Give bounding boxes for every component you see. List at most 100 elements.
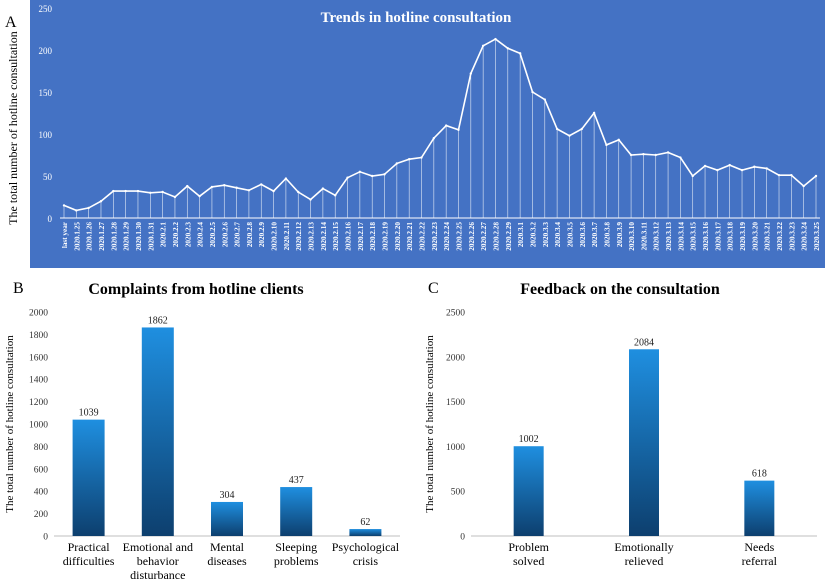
chart-a-data-point	[790, 173, 793, 177]
chart-c-data-label: 2084	[634, 337, 654, 348]
chart-b-y-tick-label: 2000	[29, 309, 48, 319]
chart-a-data-point	[580, 127, 583, 131]
chart-a-x-tick-label: 2020.3.19	[739, 222, 747, 251]
chart-a-x-tick-label: 2020.2.13	[308, 222, 316, 251]
chart-c-y-axis-label: The total number of hotline consultation	[424, 335, 436, 513]
chart-a-data-point	[87, 206, 90, 210]
chart-b-data-label: 304	[220, 490, 235, 501]
chart-b-category-label: crisis	[353, 554, 379, 568]
chart-c-category-label: referral	[742, 554, 778, 568]
chart-a-data-point	[284, 177, 288, 180]
chart-a-data-point	[235, 186, 238, 189]
chart-a-data-point	[469, 72, 473, 75]
chart-a-data-point	[716, 168, 719, 172]
chart-b-bar	[72, 419, 105, 536]
chart-a-data-point	[555, 127, 559, 131]
chart-a-data-point	[568, 134, 571, 137]
chart-b-category-label: Emotional and	[123, 540, 193, 554]
chart-a-x-tick-label: 2020.2.22	[419, 222, 427, 251]
chart-a-data-point	[444, 124, 448, 127]
chart-a-data-point	[62, 204, 66, 207]
chart-a-x-tick-label: 2020.1.26	[86, 222, 94, 251]
chart-a-data-point	[124, 189, 127, 193]
chart-a-x-tick-label: 2020.3.20	[751, 222, 759, 251]
chart-a-x-tick-label: 2020.3.23	[788, 222, 796, 251]
chart-a-x-tick-label: 2020.2.18	[369, 222, 377, 251]
chart-a-x-tick-label: 2020.1.31	[147, 222, 155, 251]
chart-a-data-point	[506, 47, 510, 50]
chart-a-data-point	[617, 138, 620, 142]
chart-a-x-tick-label: 2020.3.9	[616, 222, 624, 248]
chart-a-data-point	[777, 173, 781, 177]
chart-b-category-label: Mental	[210, 540, 245, 554]
chart-a-y-axis-label: The total number of hotline consultation	[6, 31, 20, 225]
feedback-bar-chart: Feedback on the consultation The total nu…	[424, 281, 817, 568]
panel-letter-b: B	[13, 280, 24, 297]
chart-c-bar	[629, 349, 659, 536]
chart-a-data-point	[395, 162, 399, 165]
chart-a-y-tick-label: 250	[39, 4, 53, 14]
chart-a-x-tick-label: 2020.3.12	[653, 222, 661, 251]
chart-a-data-point	[494, 37, 497, 41]
chart-a-x-tick-label: 2020.3.16	[702, 222, 710, 251]
chart-a-data-point	[814, 174, 818, 178]
chart-b-y-tick-label: 1000	[29, 421, 48, 431]
chart-b-title: Complaints from hotline clients	[88, 281, 303, 298]
chart-a-data-point	[186, 184, 189, 188]
chart-a-data-point	[272, 189, 275, 193]
chart-a-x-tick-label: 2020.3.7	[591, 222, 599, 248]
chart-b-category-label: difficulties	[63, 554, 115, 568]
chart-a-data-point	[198, 194, 201, 198]
chart-b-y-tick-label: 200	[34, 510, 49, 520]
chart-a-x-tick-label: 2020.2.4	[197, 222, 205, 248]
chart-a-data-point	[432, 137, 436, 140]
chart-b-y-tick-label: 800	[34, 443, 49, 453]
chart-a-x-tick-label: 2020.2.25	[456, 222, 464, 251]
chart-a-x-tick-label: 2020.3.25	[813, 222, 821, 251]
chart-a-x-tick-label: 2020.3.2	[530, 222, 538, 248]
chart-a-data-point	[629, 153, 633, 157]
chart-a-x-tick-label: 2020.2.27	[480, 222, 488, 251]
chart-a-x-tick-label: 2020.1.29	[123, 222, 131, 251]
chart-c-bar	[513, 446, 544, 536]
chart-a-x-tick-label: 2020.2.9	[258, 222, 266, 248]
chart-c-y-tick-label: 1000	[446, 443, 465, 453]
chart-a-data-point	[703, 164, 707, 168]
chart-b-category-label: disturbance	[130, 568, 185, 582]
chart-a-data-point	[161, 190, 164, 194]
chart-b-category-label: Sleeping	[275, 540, 317, 554]
chart-b-bar	[349, 529, 382, 536]
chart-a-x-tick-label: 2020.3.4	[554, 222, 562, 248]
chart-b-y-axis-label: The total number of hotline consultation	[4, 335, 16, 513]
chart-a-data-point	[679, 156, 682, 159]
chart-b-bar	[280, 487, 313, 536]
chart-c-data-label: 1002	[519, 434, 539, 445]
chart-b-category-label: Psychological	[332, 540, 400, 554]
chart-a-x-tick-label: last year	[61, 221, 69, 248]
chart-a-x-tick-label: 2020.2.21	[406, 222, 414, 251]
chart-a-data-point	[753, 165, 756, 168]
trend-line-chart: Trends in hotline consultation The total …	[6, 0, 825, 268]
chart-a-y-tick-label: 50	[43, 172, 53, 182]
chart-a-x-tick-label: 2020.3.3	[542, 222, 550, 248]
chart-a-series-line	[63, 38, 817, 212]
chart-a-data-point	[642, 152, 645, 156]
chart-a-x-tick-label: 2020.2.19	[382, 222, 390, 251]
chart-a-data-point	[173, 195, 177, 199]
chart-a-y-tick-label: 100	[39, 130, 53, 140]
chart-c-category-label: Problem	[508, 540, 549, 554]
chart-a-data-point	[420, 156, 423, 159]
chart-a-data-point	[457, 128, 460, 131]
chart-a-data-point	[358, 170, 362, 173]
complaints-bar-chart: Complaints from hotline clients The total…	[4, 281, 400, 582]
chart-a-x-tick-label: 2020.2.20	[394, 222, 402, 251]
chart-a-data-point	[802, 184, 805, 188]
chart-a-data-point	[210, 185, 214, 189]
chart-a-data-point	[223, 184, 226, 187]
chart-a-y-tick-label: 200	[39, 46, 53, 56]
chart-a-x-tick-label: 2020.2.11	[283, 222, 291, 251]
chart-a-data-point	[346, 176, 349, 179]
chart-a-x-tick-label: 2020.1.28	[110, 222, 118, 251]
chart-a-x-tick-label: 2020.2.7	[234, 222, 242, 248]
chart-a-x-tick-label: 2020.3.15	[690, 222, 698, 251]
